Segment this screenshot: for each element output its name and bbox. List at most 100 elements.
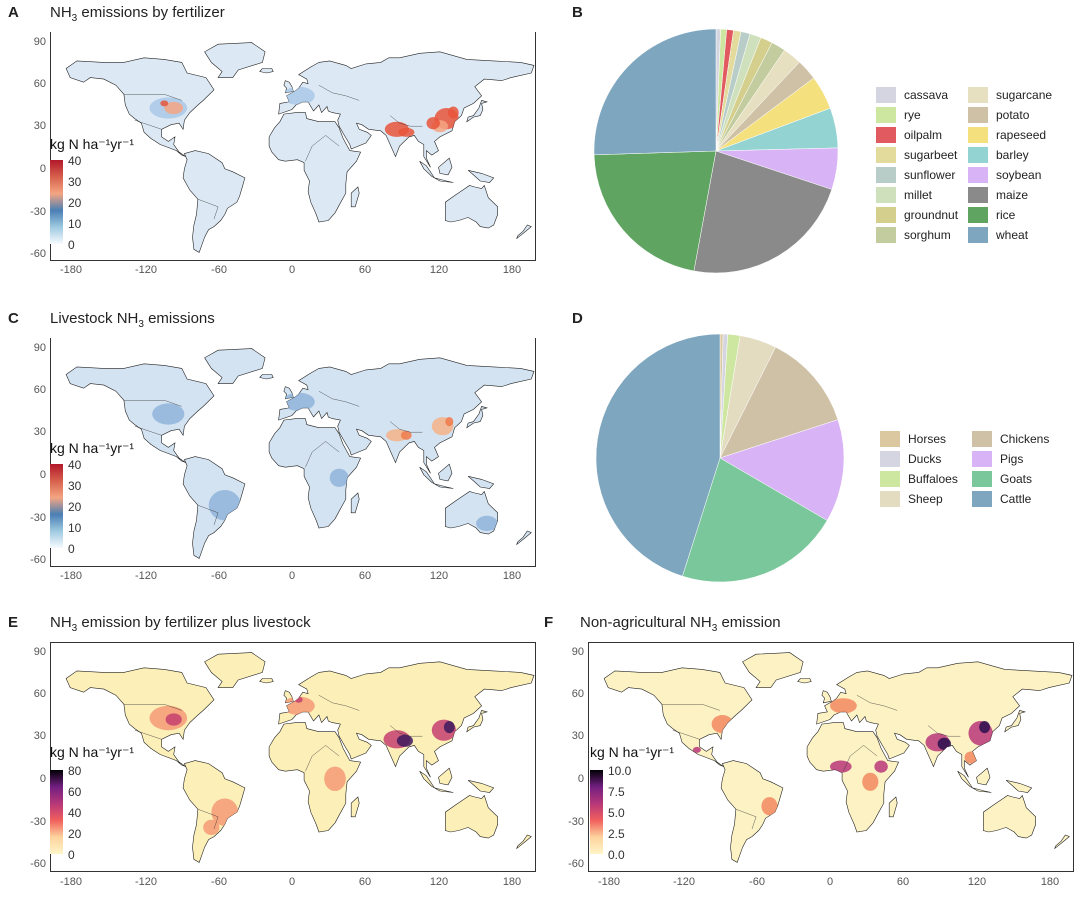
legend-item-maize: maize [968,186,1028,204]
lon-tick: -180 [59,264,83,276]
legend-label: soybean [996,168,1042,182]
lat-tick: 90 [33,646,46,658]
legend-item-millet: millet [876,186,932,204]
country-border [672,730,700,740]
country-border [134,730,162,740]
colorbar-gradient [50,160,63,244]
landmass-africa [268,722,362,833]
landmass-eurasia [278,357,535,474]
emission-hotspot [979,721,990,734]
country-border [305,441,340,468]
panel-title-f-prefix: Non-agricultural NH [580,614,712,631]
legend-swatch [968,147,988,163]
country-border [318,391,360,407]
lon-tick: 120 [967,876,987,888]
panel-title-e-suffix: emission by fertilizer plus livestock [77,614,311,631]
country-border [197,809,219,830]
lat-tick: 90 [33,342,46,354]
landmass-japan [466,710,489,733]
landmass-borneo [438,767,453,786]
country-border [843,745,878,772]
country-border [318,85,360,101]
country-border [389,115,423,127]
country-border [856,695,898,711]
legend-swatch [972,431,992,447]
legend-item-rye: rye [876,106,921,124]
colorbar-gradient [50,770,63,854]
landmass-australia [444,794,499,839]
country-border [134,120,162,130]
legend-item-horses: Horses [880,430,946,448]
legend-item-sunflower: sunflower [876,166,955,184]
emission-hotspot [165,713,182,726]
lon-tick: 180 [502,264,522,276]
lon-tick: -180 [597,876,621,888]
pie-slice-rice [593,150,717,272]
colorbar-tick: 10.0 [608,764,632,778]
legend-swatch [968,87,988,103]
country-border [927,725,961,737]
pie-slice-chickens [719,346,839,459]
legend-swatch [876,227,896,243]
landmass-borneo [976,767,991,786]
lat-tick: 90 [571,646,584,658]
legend-item-cattle: Cattle [972,490,1031,508]
legend-swatch [876,107,896,123]
legend-swatch [880,431,900,447]
pie-slice-pigs [719,419,845,521]
landmass-eurasia [278,51,535,168]
colorbar-title: kg N ha⁻¹yr⁻¹ [50,136,135,152]
legend-label: Sheep [908,492,943,506]
legend-item-groundnut: groundnut [876,206,958,224]
legend-swatch [968,107,988,123]
colorbar-tick: 7.5 [608,785,625,799]
landmass-japan [466,100,489,123]
legend-item-wheat: wheat [968,226,1028,244]
emission-hotspot [862,772,879,791]
landmass-greenland [204,42,266,78]
landmass-newguinea [467,476,495,489]
colorbar-tick: 0 [68,542,75,556]
landmass-newguinea [1005,780,1033,793]
colorbar-title: kg N ha⁻¹yr⁻¹ [50,744,135,760]
country-border [305,745,340,772]
country-border [389,421,423,433]
lon-tick: 120 [429,264,449,276]
legend-label: potato [996,108,1030,122]
lon-tick: 120 [429,876,449,888]
legend-item-oilpalm: oilpalm [876,126,942,144]
landmass-nz [516,530,532,545]
colorbar-tick: 80 [68,764,82,778]
legend-item-sheep: Sheep [880,490,943,508]
landmass-northAmerica [65,57,215,157]
lat-tick: 30 [571,730,584,742]
emission-hotspot [164,101,184,115]
colorbar-tick: 30 [68,479,82,493]
panel-title-f-suffix: emission [717,614,781,631]
lon-tick: 0 [288,264,296,276]
legend-label: cassava [904,88,949,102]
legend-swatch [876,87,896,103]
landmass-madagascar [350,492,360,514]
country-border [389,725,423,737]
lat-tick: 60 [33,688,46,700]
landmass-indonesia [419,466,454,489]
legend-swatch [876,127,896,143]
lon-tick: 0 [826,876,834,888]
panel-title-c: Livestock NH3 emissions [50,310,215,330]
colorbar-tick: 40 [68,806,82,820]
country-border [318,695,360,711]
lon-tick: -60 [211,570,227,582]
landmass-borneo [438,463,453,482]
lon-tick: 60 [358,876,372,888]
country-border [661,704,720,711]
lon-tick: 0 [288,570,296,582]
legend-label: Goats [1000,472,1033,486]
landmass-greenland [204,348,266,384]
emission-hotspot [203,819,220,836]
legend-item-sugarcane: sugarcane [968,86,1052,104]
panel-letter-c: C [8,310,19,327]
emission-hotspot [937,737,951,750]
emission-hotspot [443,721,455,734]
pie-slice-maize [693,150,833,274]
